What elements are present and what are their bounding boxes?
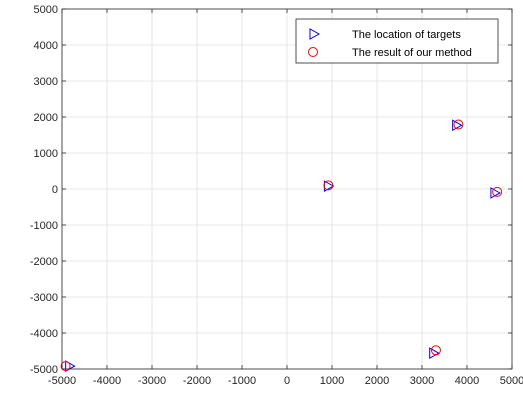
axis-ticks: -5000 -4000 -3000 -2000 -1000 0 1000 2000 3000 40… xyxy=(30,4,523,387)
y-tick-label: -3000 xyxy=(30,292,58,304)
x-tick-label: -2000 xyxy=(183,375,211,387)
y-tick-label: -1000 xyxy=(30,220,58,232)
y-tick-label: 3000 xyxy=(34,76,58,88)
x-tick-label: 4000 xyxy=(455,375,479,387)
legend-label-targets: The location of targets xyxy=(352,29,461,41)
x-tick-label: -3000 xyxy=(138,375,166,387)
y-tick-label: 1000 xyxy=(34,148,58,160)
y-tick-label: 5000 xyxy=(34,4,58,16)
legend-marker-result xyxy=(308,47,318,57)
y-tick-label: 0 xyxy=(52,184,58,196)
x-tick-label: 2000 xyxy=(365,375,389,387)
method-result-marker xyxy=(60,361,71,372)
y-tick-label: -5000 xyxy=(30,364,58,376)
x-tick-label: 5000 xyxy=(500,375,523,387)
legend-marker-targets xyxy=(309,28,321,40)
y-tick-label: -4000 xyxy=(30,328,58,340)
x-tick-label: 0 xyxy=(284,375,290,387)
x-tick-label: -1000 xyxy=(228,375,256,387)
y-tick-label: -2000 xyxy=(30,256,58,268)
target-location-marker xyxy=(452,119,463,132)
data-markers xyxy=(60,119,503,372)
target-location-marker xyxy=(429,347,440,360)
x-tick-label: -5000 xyxy=(48,375,76,387)
method-result-marker xyxy=(323,180,334,191)
method-result-marker xyxy=(430,345,441,356)
x-tick-label: 1000 xyxy=(320,375,344,387)
legend-label-result: The result of our method xyxy=(352,47,472,59)
x-tick-label: 3000 xyxy=(410,375,434,387)
target-location-marker xyxy=(490,187,501,199)
method-result-marker xyxy=(453,119,464,130)
x-tick-label: -4000 xyxy=(93,375,121,387)
y-tick-label: 2000 xyxy=(34,112,58,124)
legend: The location of targets The result of ou… xyxy=(295,18,499,64)
legend-box xyxy=(295,18,499,64)
method-result-marker xyxy=(492,186,503,197)
y-tick-label: 4000 xyxy=(34,40,58,52)
